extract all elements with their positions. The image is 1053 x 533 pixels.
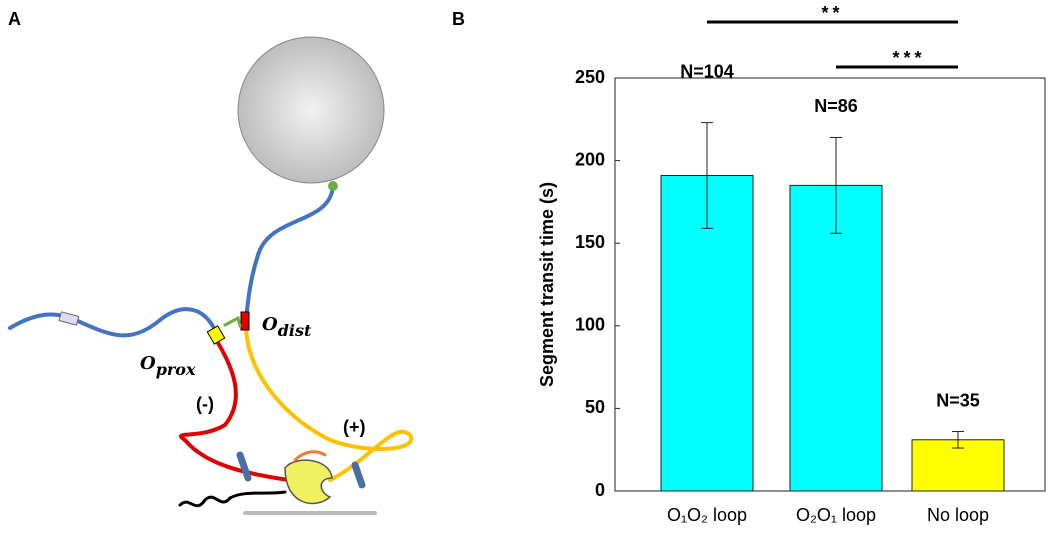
- figure: A B Oprox Odist (-) (+) 0 50 100 150 200 250 S…: [0, 0, 1053, 533]
- n-annotation: N=86: [814, 96, 858, 116]
- y-axis-label: Segment transit time (s): [537, 182, 557, 387]
- panel-label: B: [452, 9, 465, 29]
- n-annotation: N=104: [680, 61, 734, 81]
- label-plus: (+): [343, 417, 366, 437]
- significance-label: ***: [892, 48, 925, 68]
- x-tick-label: No loop: [927, 505, 989, 525]
- panel-label: A: [8, 9, 21, 29]
- y-tick-label: 100: [575, 315, 605, 335]
- page: A B Oprox Odist (-) (+) 0 50 100 150 200 250 S…: [0, 0, 1053, 533]
- label-o-prox: Oprox: [140, 353, 196, 379]
- x-tick-label: O₂O₁ loop: [796, 505, 876, 525]
- label-main: O: [262, 314, 278, 335]
- y-tick-label: 150: [575, 232, 605, 252]
- label-o-dist: Odist: [262, 314, 312, 340]
- x-tick-label: O₁O₂ loop: [667, 505, 747, 525]
- y-tick-label: 250: [575, 67, 605, 87]
- label-sub: prox: [156, 360, 196, 379]
- significance-label: **: [821, 3, 843, 23]
- label-main: O: [140, 353, 156, 374]
- y-tick-label: 200: [575, 149, 605, 169]
- label-minus: (-): [196, 394, 214, 414]
- diagram: [10, 37, 411, 513]
- y-tick-label: 0: [595, 480, 605, 500]
- n-annotation: N=35: [936, 390, 980, 410]
- y-tick-label: 50: [585, 397, 605, 417]
- label-sub: dist: [278, 321, 312, 340]
